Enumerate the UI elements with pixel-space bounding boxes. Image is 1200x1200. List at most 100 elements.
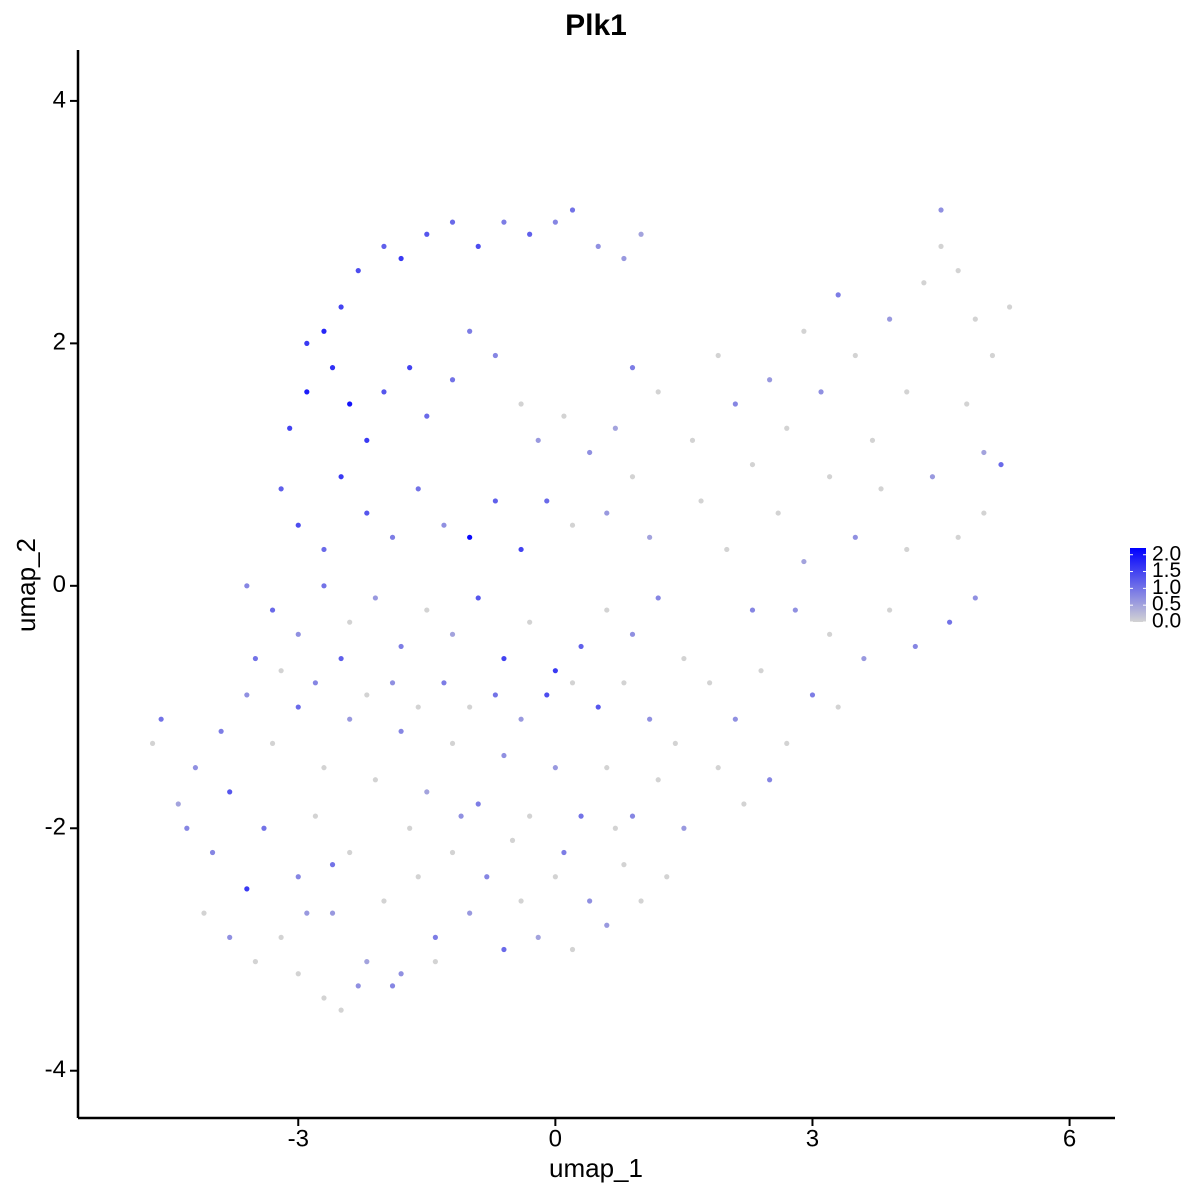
point [218,728,224,734]
point [638,231,644,237]
point [955,268,961,274]
point [749,461,756,468]
point [467,704,473,710]
point [569,680,576,686]
point [321,765,327,771]
point [355,983,361,989]
point [509,837,516,843]
point [467,910,473,916]
point [732,401,738,407]
point [578,643,584,650]
point [304,910,310,916]
point [904,546,910,553]
point [338,474,344,480]
x-tick-label: 6 [1063,1125,1076,1152]
y-tick-label: 4 [53,86,66,113]
point [629,813,636,819]
point [972,316,978,322]
x-tick-label: 0 [549,1125,562,1152]
point [569,522,576,528]
point [767,377,773,383]
point [835,704,841,710]
point [381,389,387,395]
x-tick-label: -3 [288,1125,309,1152]
point [492,498,498,504]
point [227,934,233,940]
point [424,413,430,419]
colorbar-label: 0.5 [1152,593,1181,616]
point [612,825,618,831]
point [989,352,996,359]
point [887,607,893,613]
y-tick-label: 0 [53,571,66,598]
point [672,740,678,747]
point [295,631,301,637]
point [381,243,387,249]
point [784,740,790,747]
point [449,219,456,225]
point [364,510,370,516]
point [252,655,259,662]
point [295,971,301,977]
point [501,655,507,662]
point [621,862,627,868]
point [681,825,687,831]
point [278,486,284,492]
point [501,752,507,759]
point [724,546,730,553]
point [955,534,961,540]
y-tick-label: -4 [45,1056,66,1083]
point [261,825,267,831]
y-axis-label: umap_2 [11,538,41,632]
point [424,789,430,795]
point [355,268,361,274]
point [981,510,987,516]
point [338,1007,344,1013]
point [347,849,353,856]
point [467,328,473,334]
point [312,680,318,686]
point [398,643,404,650]
point [835,292,841,298]
point [827,474,833,480]
point [278,934,284,940]
point [767,777,773,783]
point [741,801,747,807]
point [604,922,610,928]
point [578,813,584,819]
point [715,765,721,771]
point [329,365,336,371]
point [492,692,498,698]
point [364,959,370,965]
point [329,910,336,916]
colorbar-label: 2.0 [1152,542,1181,565]
x-axis-label: umap_1 [549,1153,643,1183]
point [192,765,199,771]
point [441,522,447,528]
point [861,655,867,662]
point [347,619,353,625]
point [647,534,653,540]
colorbar-label: 1.0 [1152,576,1181,599]
point [269,607,276,613]
point [312,813,318,819]
point [252,959,259,965]
point [518,546,524,553]
point [475,243,481,249]
point [269,740,276,747]
point [921,280,927,286]
point [407,825,413,831]
point [595,243,601,249]
point [818,389,824,395]
point [432,934,438,940]
point [398,971,404,977]
point [304,340,310,346]
point [244,692,250,698]
point [621,255,627,262]
point [561,849,567,856]
point [629,631,636,637]
point [527,813,533,819]
point [689,437,696,443]
